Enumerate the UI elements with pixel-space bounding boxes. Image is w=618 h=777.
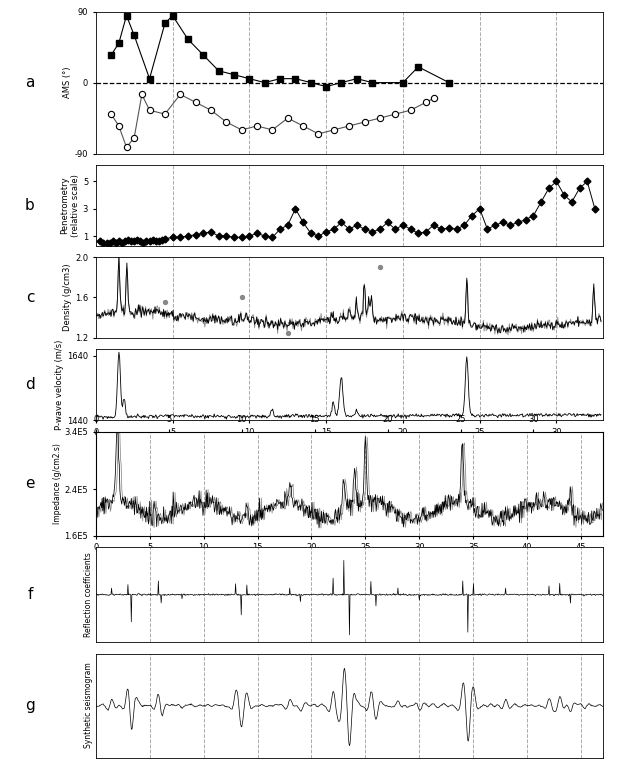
Text: e: e	[25, 476, 35, 491]
X-axis label: TWT (ms): TWT (ms)	[326, 554, 373, 564]
Text: g: g	[25, 698, 35, 713]
Text: c: c	[26, 290, 34, 305]
Y-axis label: Penetrometry
(relative scale): Penetrometry (relative scale)	[61, 174, 80, 237]
Text: a: a	[25, 75, 35, 90]
Point	[160, 296, 170, 308]
Y-axis label: Impedance (g/cm2.s): Impedance (g/cm2.s)	[53, 443, 62, 524]
Y-axis label: Synthetic seismogram: Synthetic seismogram	[84, 663, 93, 748]
Y-axis label: P-wave velocity (m/s): P-wave velocity (m/s)	[55, 340, 64, 430]
Y-axis label: Density (g/cm3): Density (g/cm3)	[63, 263, 72, 331]
Point	[237, 291, 247, 304]
Text: f: f	[27, 587, 33, 602]
Text: b: b	[25, 198, 35, 213]
Text: d: d	[25, 377, 35, 392]
Point	[467, 246, 477, 258]
Point	[283, 326, 293, 339]
Y-axis label: Reflection coefficients: Reflection coefficients	[84, 552, 93, 637]
Point	[375, 261, 385, 274]
Y-axis label: AMS (°): AMS (°)	[63, 67, 72, 99]
X-axis label: Depth (m): Depth (m)	[324, 438, 375, 448]
